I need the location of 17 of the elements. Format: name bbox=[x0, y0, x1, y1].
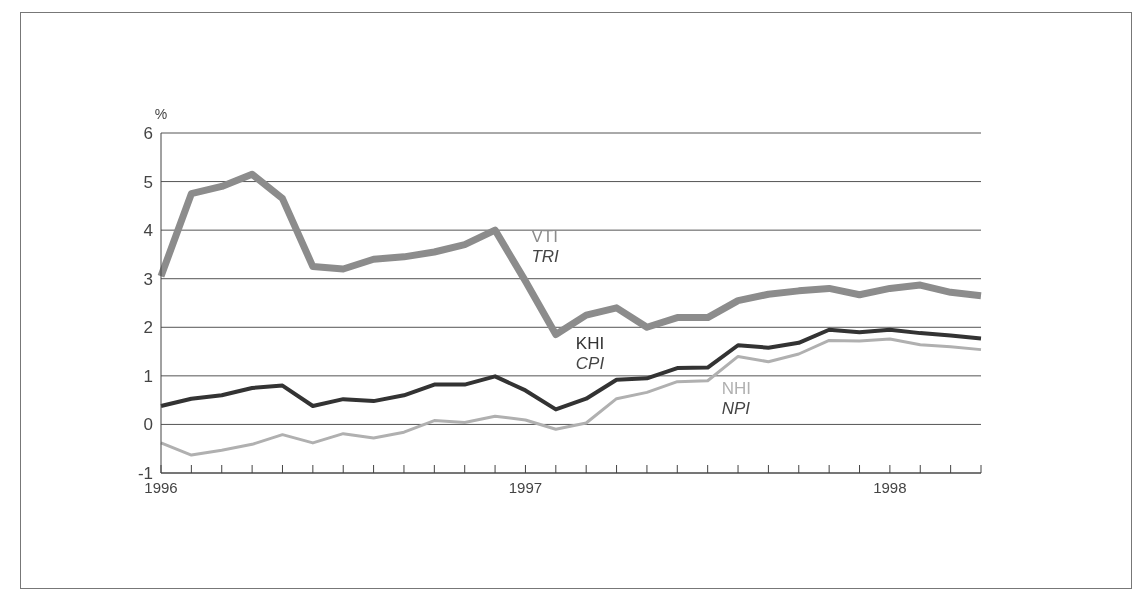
annotation: NPI bbox=[721, 399, 751, 419]
y-tick-label: 3 bbox=[143, 269, 153, 289]
y-tick-label: 4 bbox=[143, 221, 153, 241]
annotation: TRI bbox=[531, 247, 560, 267]
y-tick-label: 0 bbox=[143, 415, 153, 435]
y-tick-label: 1 bbox=[143, 366, 153, 386]
series-label: KHI bbox=[575, 334, 605, 354]
x-tick-label: 1998 bbox=[873, 479, 907, 496]
line-series bbox=[159, 337, 983, 457]
x-tick-label: 1997 bbox=[508, 479, 543, 496]
y-axis-title: % bbox=[154, 106, 168, 122]
line-series bbox=[159, 327, 983, 412]
y-tick-label: 5 bbox=[143, 172, 153, 192]
series-label: NHI bbox=[721, 379, 751, 399]
y-tick-label: 2 bbox=[143, 318, 153, 338]
y-tick-label: 6 bbox=[143, 124, 153, 144]
annotation: CPI bbox=[575, 354, 605, 374]
